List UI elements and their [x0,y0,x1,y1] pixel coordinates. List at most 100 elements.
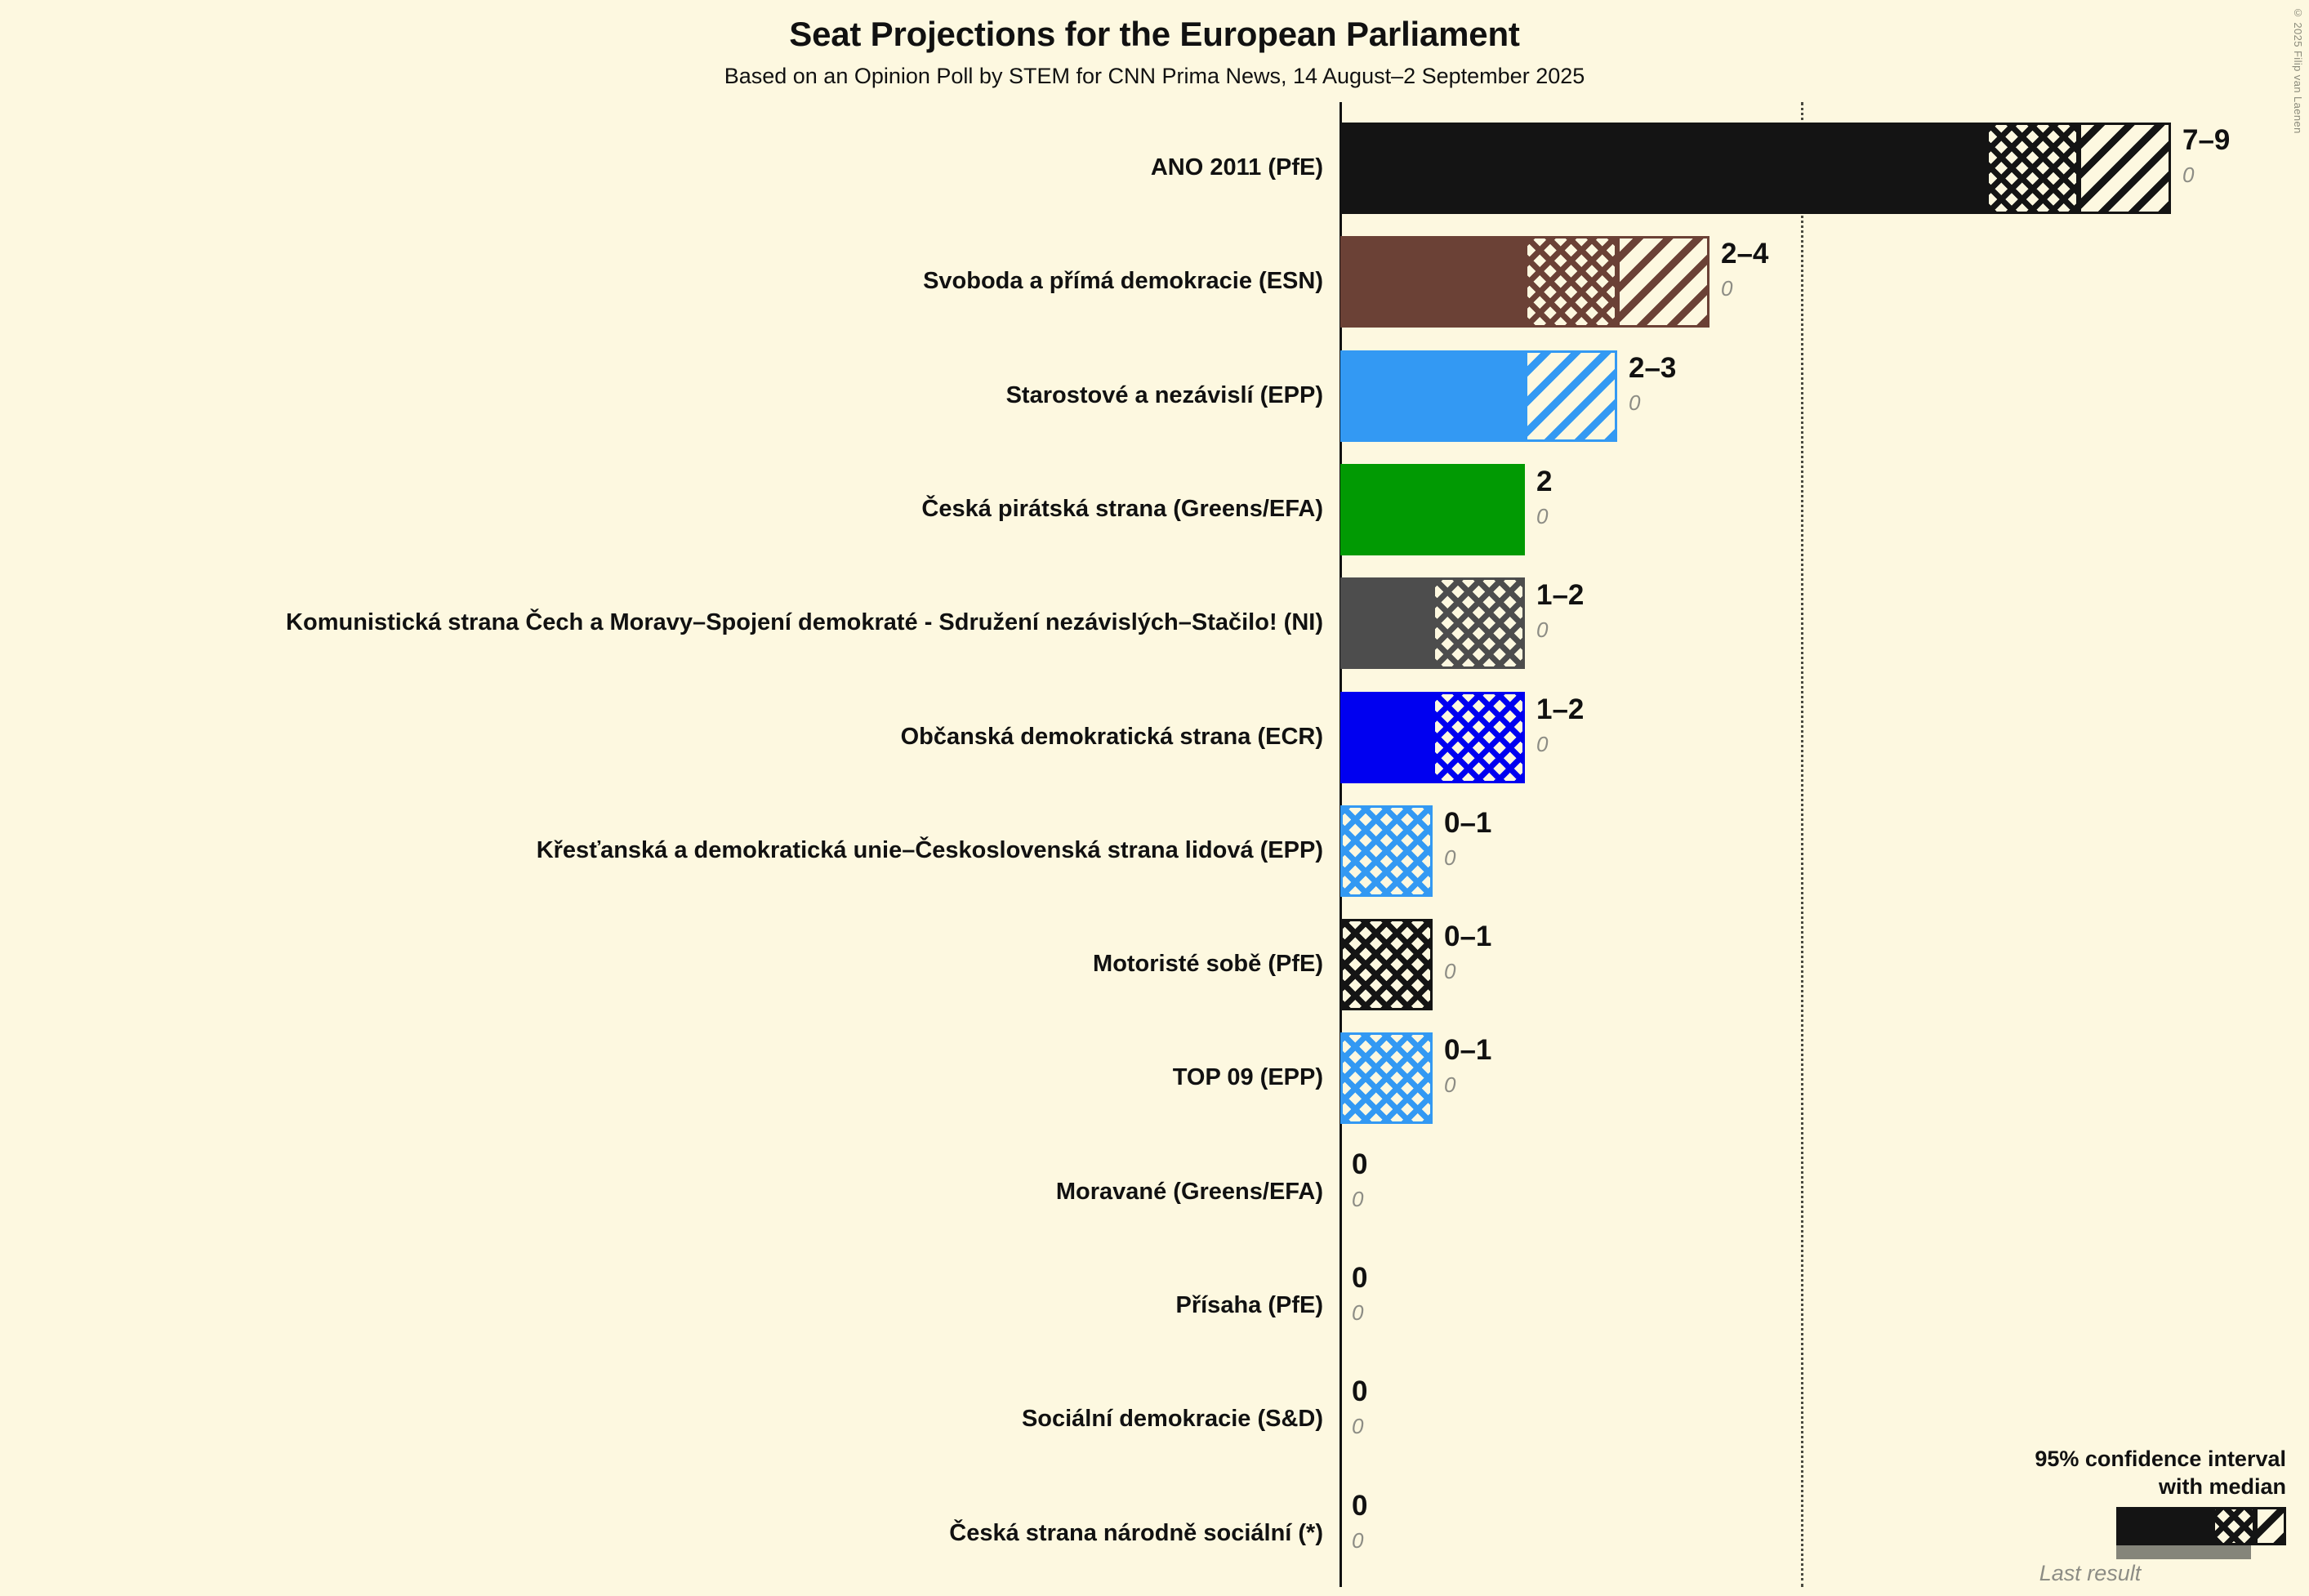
party-label: Občanská demokratická strana (ECR) [900,723,1323,750]
last-result-value: 0 [2182,163,2195,187]
legend-last-result-swatch [2116,1545,2251,1559]
bar-segment-crosshatch [1340,805,1433,897]
legend-swatch-bar [2116,1507,2286,1545]
confidence-interval-bar [1340,463,1525,555]
party-label: Křesťanská a demokratická unie–Českoslov… [536,836,1323,863]
bar-segment-crosshatch [1986,123,2079,214]
bar-row: Komunistická strana Čech a Moravy–Spojen… [0,566,2309,680]
last-result-value: 0 [1536,617,1549,643]
party-label: Česká pirátská strana (Greens/EFA) [921,495,1323,522]
party-label: ANO 2011 (PfE) [1150,154,1323,181]
bar-row: Občanská demokratická strana (ECR) 1–2 0 [0,680,2309,795]
party-label: Přísaha (PfE) [1175,1292,1324,1318]
bar-row: Starostové a nezávislí (EPP) 2–3 0 [0,339,2309,453]
seat-range-value: 2–4 [1721,238,1769,270]
last-result-value: 0 [1721,276,1733,301]
seat-value-label: 0–1 0 [1444,807,1491,874]
seat-value-label: 0–1 0 [1444,1034,1491,1101]
seat-range-value: 0–1 [1444,806,1492,839]
confidence-interval-bar [1340,805,1433,897]
bar-segment-crosshatch [1525,236,1617,328]
last-result-value: 0 [1444,1072,1456,1098]
seat-value-label: 1–2 0 [1536,693,1584,760]
confidence-interval-bar [1340,577,1525,670]
bar-row: Svoboda a přímá demokracie (ESN) 2–4 0 [0,225,2309,339]
last-result-value: 0 [1352,1300,1364,1325]
seat-range-value: 2 [1536,465,1553,497]
party-label: Komunistická strana Čech a Moravy–Spojen… [286,609,1323,636]
party-label: Moravané (Greens/EFA) [1055,1178,1323,1205]
bar-row: TOP 09 (EPP) 0–1 0 [0,1021,2309,1135]
legend-segment-median [2116,1507,2213,1545]
bar-segment-crosshatch [1433,691,1525,783]
party-label: Česká strana národně sociální (*) [949,1519,1323,1546]
seat-range-value: 0–1 [1444,921,1492,953]
confidence-interval-bar [1340,919,1433,1011]
bar-segment-crosshatch [1433,577,1525,670]
legend-title: 95% confidence interval with median [1927,1445,2286,1500]
bar-segment-median [1340,463,1525,555]
seat-range-value: 0 [1352,1148,1368,1180]
seat-value-label: 7–9 0 [2182,124,2230,191]
seat-value-label: 0–1 0 [1444,921,1491,987]
bar-segment-median [1340,236,1525,328]
confidence-interval-bar [1340,123,2171,214]
bar-row: Křesťanská a demokratická unie–Českoslov… [0,794,2309,908]
last-result-value: 0 [1352,1414,1364,1439]
bar-row: Motoristé sobě (PfE) 0–1 0 [0,907,2309,1022]
legend-title-line1: 95% confidence interval [2035,1447,2286,1471]
confidence-interval-bar [1340,236,1709,328]
bar-row: Česká strana národně sociální (*) 0 0 [0,1477,2309,1591]
gridline [1801,102,1803,1587]
last-result-value: 0 [1444,845,1456,870]
bar-row: ANO 2011 (PfE) 7–9 0 [0,111,2309,225]
last-result-value: 0 [1536,731,1549,756]
party-label: Motoristé sobě (PfE) [1093,951,1323,978]
confidence-interval-bar [1340,1032,1433,1125]
bar-row: Česká pirátská strana (Greens/EFA) 2 0 [0,452,2309,567]
seat-range-value: 0 [1352,1375,1368,1408]
party-label: Sociální demokracie (S&D) [1021,1406,1323,1433]
seat-range-value: 7–9 [2182,124,2231,156]
bar-segment-median [1340,350,1525,442]
bar-segment-diagonal [1617,236,1709,328]
confidence-interval-bar [1340,350,1617,442]
chart-subtitle: Based on an Opinion Poll by STEM for CNN… [724,64,1585,88]
bar-segment-median [1340,691,1433,783]
bar-segment-diagonal [1525,350,1617,442]
last-result-value: 0 [1629,390,1641,415]
legend-segment-crosshatch [2213,1507,2255,1545]
seat-value-label: 2–4 0 [1721,238,1768,305]
seat-value-label: 2–3 0 [1629,352,1676,419]
last-result-value: 0 [1444,959,1456,984]
seat-range-value: 0–1 [1444,1034,1492,1067]
last-result-value: 0 [1352,1186,1364,1211]
party-label: Svoboda a přímá demokracie (ESN) [923,268,1323,295]
last-result-value: 0 [1352,1527,1364,1553]
bar-segment-diagonal [2079,123,2171,214]
last-result-value: 0 [1536,503,1549,528]
legend: 95% confidence interval with median Last… [1927,1445,2286,1586]
bar-row: Moravané (Greens/EFA) 0 0 [0,1135,2309,1250]
legend-last-result-label: Last result [2039,1561,2142,1585]
party-label: Starostové a nezávislí (EPP) [1005,381,1323,408]
seat-range-value: 1–2 [1536,693,1585,725]
legend-title-line2: with median [2158,1474,2286,1499]
bar-row: Sociální demokracie (S&D) 0 0 [0,1362,2309,1477]
seat-value-label: 1–2 0 [1536,579,1584,646]
confidence-interval-bar [1340,691,1525,783]
seat-range-value: 0 [1352,1489,1368,1522]
copyright-notice: © 2025 Filip van Laenen [2292,7,2304,134]
seat-range-value: 1–2 [1536,579,1585,612]
seat-range-value: 2–3 [1629,351,1677,384]
bar-segment-median [1340,577,1433,670]
seat-range-value: 0 [1352,1262,1368,1294]
bar-segment-crosshatch [1340,1032,1433,1125]
legend-segment-diagonal [2255,1507,2286,1545]
